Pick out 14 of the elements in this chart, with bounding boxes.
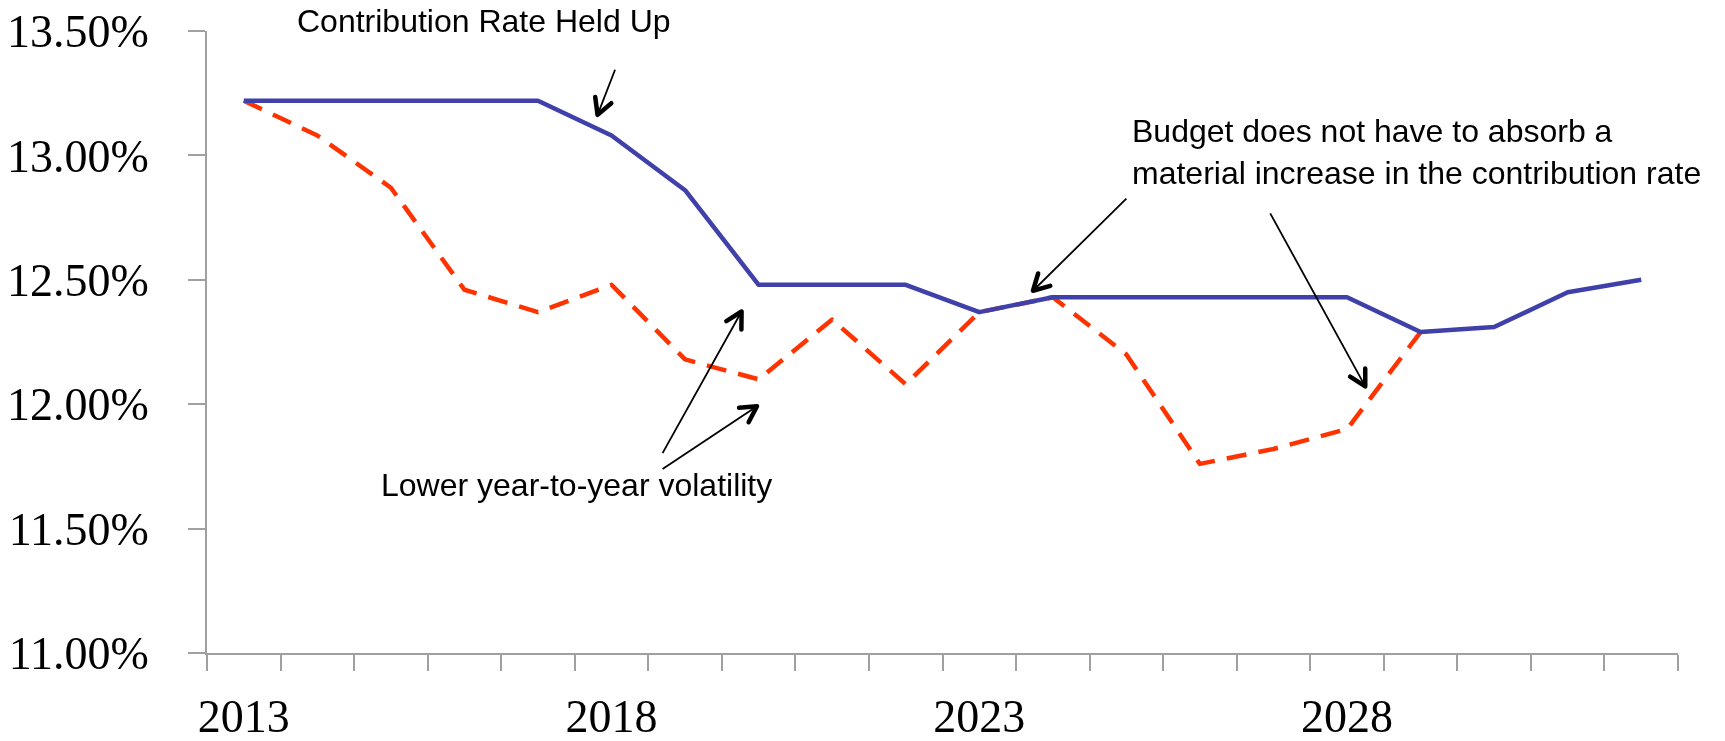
- y-tick-label: 11.00%: [8, 628, 149, 680]
- annotation: Lower year-to-year volatility: [381, 467, 773, 503]
- y-tick-label: 12.50%: [6, 254, 149, 306]
- y-tick-label: 11.50%: [8, 503, 149, 555]
- line-series: [241, 98, 1644, 335]
- y-tick-label: 13.00%: [6, 130, 149, 182]
- x-tick-label: 2018: [565, 691, 658, 741]
- x-tick-label: 2013: [197, 691, 290, 741]
- y-tick-label: 12.00%: [6, 379, 149, 431]
- annotation: Contribution Rate Held Up: [297, 3, 671, 39]
- x-tick-label: 2023: [933, 691, 1026, 741]
- annotation: Budget does not have to absorb a material increase in the contribution rate: [1132, 113, 1702, 191]
- y-tick-label: 13.50%: [6, 6, 149, 58]
- x-tick-label: 2028: [1301, 691, 1394, 741]
